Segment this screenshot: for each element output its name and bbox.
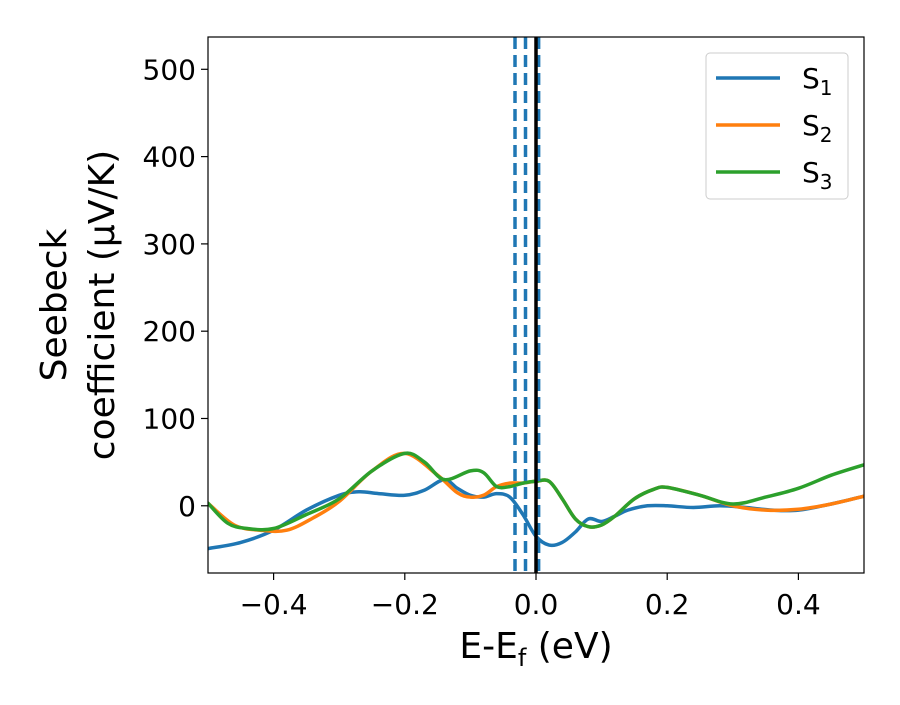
y-tick-label: 100 — [143, 402, 196, 435]
y-tick-label: 0 — [178, 490, 196, 523]
x-tick-label: 0.0 — [514, 588, 559, 621]
legend-label-s1: S1 — [802, 62, 833, 100]
x-tick-label: −0.4 — [240, 588, 308, 621]
x-tick-label: −0.2 — [371, 588, 439, 621]
x-axis-ticks: −0.4 −0.2 0.0 0.2 0.4 — [240, 573, 821, 621]
y-axis-title: Seebeck coefficient (μV/K) — [34, 150, 123, 460]
legend-label-s2: S2 — [802, 109, 833, 147]
x-tick-label: 0.2 — [645, 588, 690, 621]
legend-label-s3: S3 — [802, 156, 833, 194]
y-tick-label: 500 — [143, 53, 196, 86]
y-axis-title-line1: Seebeck — [34, 228, 75, 381]
y-tick-label: 300 — [143, 228, 196, 261]
x-axis-title: E-Ef (eV) — [459, 626, 612, 672]
y-axis-ticks: 0 100 200 300 400 500 — [143, 53, 208, 523]
y-axis-title-line2: coefficient (μV/K) — [82, 150, 123, 460]
y-tick-label: 200 — [143, 315, 196, 348]
y-tick-label: 400 — [143, 141, 196, 174]
x-tick-label: 0.4 — [776, 588, 821, 621]
legend: S1 S2 S3 — [705, 52, 849, 200]
vline-layer — [513, 37, 541, 573]
